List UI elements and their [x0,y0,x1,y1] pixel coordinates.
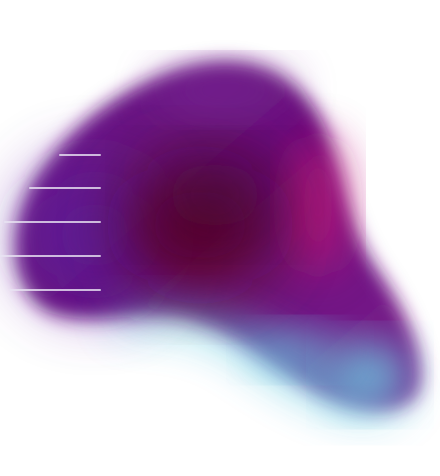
canvas [0,61,421,414]
gradient-blob [15,61,421,414]
